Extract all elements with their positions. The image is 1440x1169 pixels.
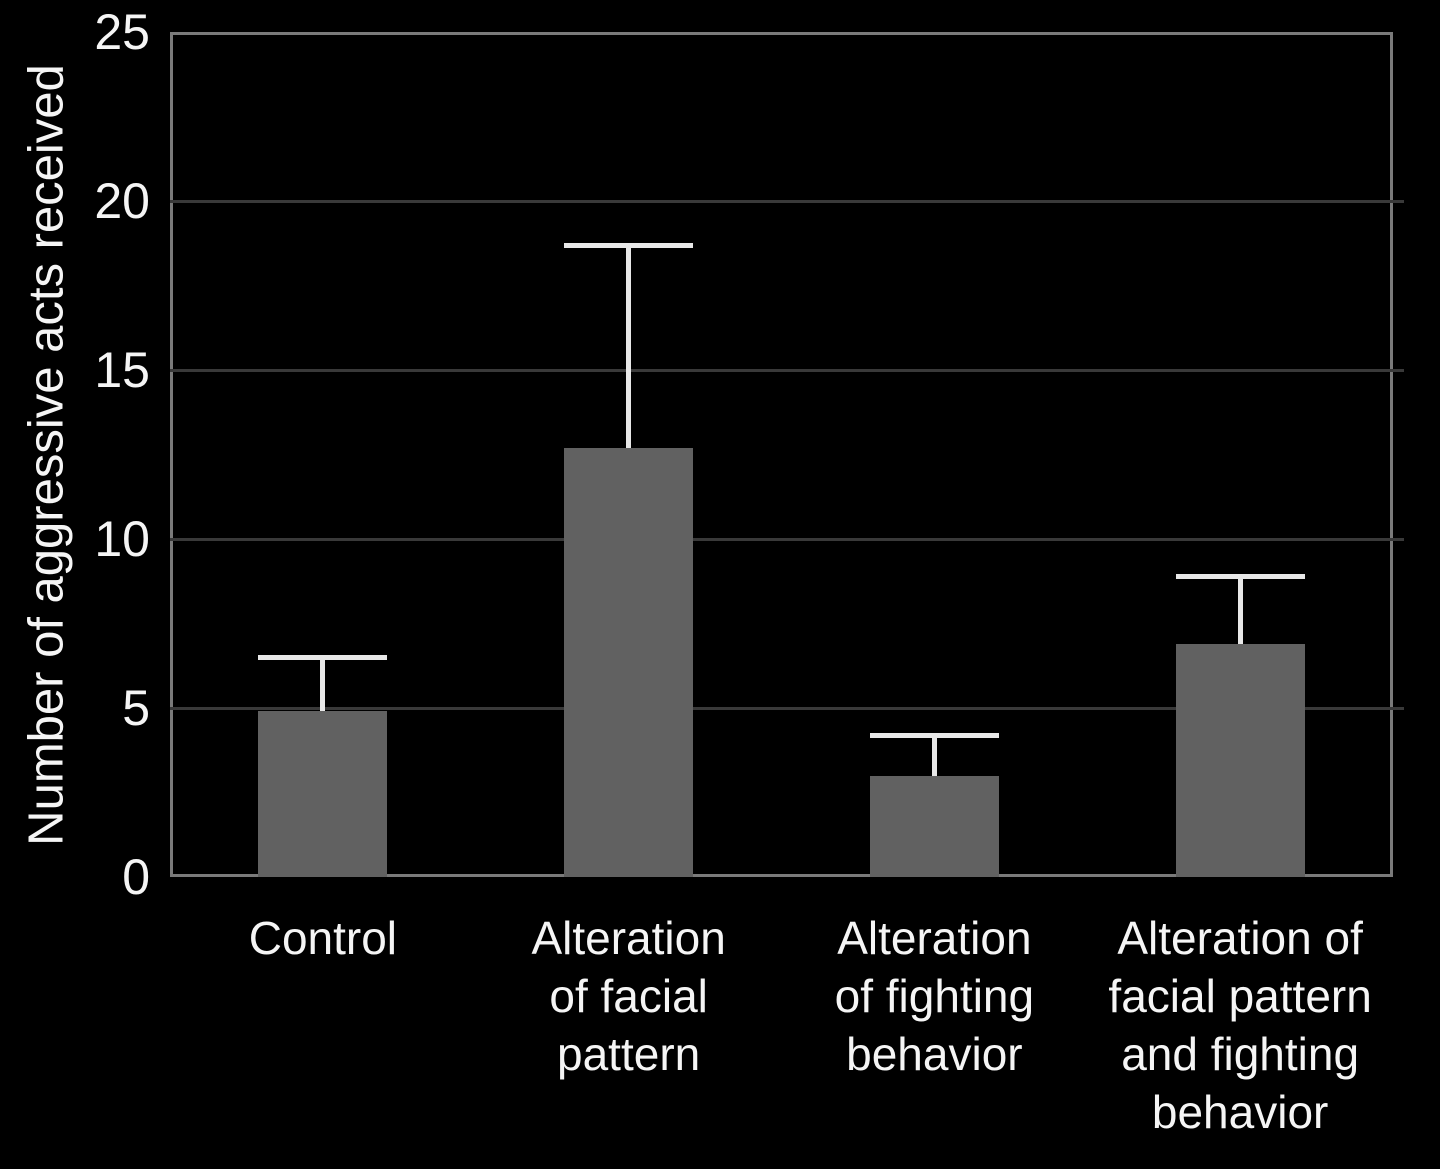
y-tick-label-15: 15: [94, 342, 150, 398]
error-bar-cap-4: [1175, 574, 1305, 580]
y-tick-label-5: 5: [122, 680, 150, 736]
error-bar-cap-1: [258, 655, 388, 661]
error-bar-line-1: [320, 657, 326, 712]
x-category-label-line: behavior: [846, 1028, 1023, 1080]
plot-area-border: [170, 32, 1393, 877]
x-category-label-line: facial pattern: [1108, 970, 1372, 1022]
bar-1: [258, 711, 388, 877]
x-category-label-line: Alteration of: [1117, 912, 1363, 964]
y-tick-label-20: 20: [94, 173, 150, 229]
error-bar-line-4: [1237, 576, 1243, 644]
x-category-label-2: Alteration of facial pattern: [439, 909, 819, 1083]
x-category-label-line: of facial: [549, 970, 708, 1022]
error-bar-cap-3: [869, 733, 999, 739]
error-bar-line-2: [626, 244, 632, 448]
x-category-label-1: Control: [133, 909, 513, 967]
x-category-label-line: Alteration: [531, 912, 726, 964]
x-category-label-line: of fighting: [834, 970, 1035, 1022]
x-category-label-line: pattern: [557, 1028, 701, 1080]
y-gridline-5: [170, 707, 1404, 710]
y-gridline-15: [170, 369, 1404, 372]
error-bar-cap-2: [564, 242, 694, 248]
y-tick-label-0: 0: [122, 849, 150, 905]
y-tick-label-25: 25: [94, 4, 150, 60]
x-category-label-4: Alteration of facial pattern and fighting b…: [1050, 909, 1430, 1141]
y-gridline-20: [170, 200, 1404, 203]
x-category-label-line: Alteration: [837, 912, 1032, 964]
x-category-label-line: behavior: [1151, 1086, 1329, 1138]
y-tick-label-10: 10: [94, 511, 150, 567]
x-category-label-line: and fighting: [1121, 1028, 1360, 1080]
bar-3: [869, 775, 999, 877]
error-bar-line-3: [931, 735, 937, 776]
bar-2: [564, 447, 694, 877]
x-category-label-line: Control: [248, 912, 398, 964]
bar-4: [1175, 643, 1305, 877]
y-gridline-10: [170, 538, 1404, 541]
x-category-label-3: Alteration of fighting behavior: [744, 909, 1124, 1083]
